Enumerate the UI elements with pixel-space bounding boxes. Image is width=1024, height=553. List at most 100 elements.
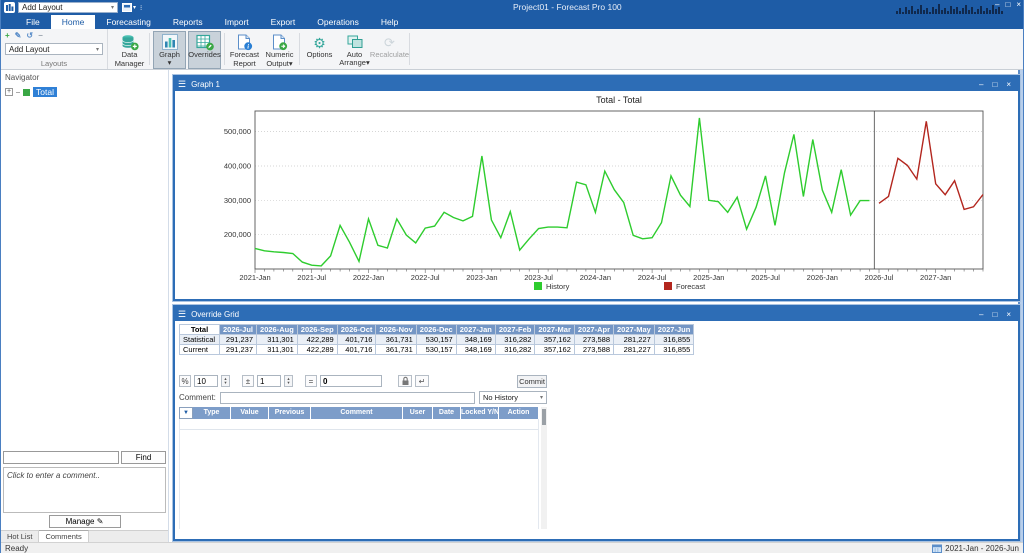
tree-expand-icon[interactable]: + [5, 88, 13, 96]
ribbon-button-auto-arrange[interactable]: Auto Arrange▾ [338, 31, 371, 69]
forecast-table-corner: Total [179, 324, 220, 335]
manage-button[interactable]: Manage ✎ [48, 515, 121, 528]
override-comment-input[interactable] [219, 391, 475, 404]
log-column-action[interactable]: Action [499, 407, 539, 419]
forecast-cell[interactable]: 348,169 [455, 344, 496, 355]
svg-text:2025-Jul: 2025-Jul [751, 273, 780, 282]
menu-tab-reports[interactable]: Reports [172, 17, 203, 27]
find-input[interactable] [3, 451, 119, 464]
add-layout-icon[interactable]: + [5, 31, 10, 40]
forecast-cell[interactable]: 401,716 [336, 344, 377, 355]
log-column-type[interactable]: Type [193, 407, 231, 419]
ribbon-button-numeric-output[interactable]: Numeric Output▾ [263, 31, 296, 69]
forecast-cell[interactable]: 273,588 [573, 344, 615, 355]
forecast-cell[interactable]: 361,731 [375, 344, 417, 355]
percent-input[interactable] [194, 375, 218, 387]
ribbon-button-data-manager[interactable]: Data Manager [113, 31, 146, 69]
menu-tab-import[interactable]: Import [224, 17, 249, 27]
navigator-tab-comments[interactable]: Comments [39, 530, 89, 542]
minimize-button[interactable]: – [995, 0, 1000, 9]
forecast-cell: 361,731 [375, 334, 417, 345]
log-column-previous[interactable]: Previous [269, 407, 311, 419]
ribbon-button-overrides[interactable]: Overrides [188, 31, 221, 69]
forecast-cell[interactable]: 530,157 [415, 344, 457, 355]
window-menu-icon[interactable]: ☰ [178, 308, 187, 319]
forecast-cell[interactable]: 311,301 [256, 344, 298, 355]
equals-input[interactable] [320, 375, 382, 387]
bar-chart-icon [161, 34, 178, 51]
comment-box[interactable]: Click to enter a comment.. [3, 467, 166, 513]
maximize-button[interactable]: □ [992, 309, 998, 319]
ribbon-button-label: Auto Arrange▾ [339, 49, 370, 68]
log-column-user[interactable]: User [403, 407, 433, 419]
chevron-down-icon: ▾ [110, 5, 114, 11]
close-button[interactable]: × [1006, 79, 1011, 89]
log-column-date[interactable]: Date [433, 407, 461, 419]
close-button[interactable]: × [1016, 0, 1021, 9]
log-column-locked-y-n[interactable]: Locked Y/N [461, 407, 499, 419]
log-column-comment[interactable]: Comment [311, 407, 403, 419]
ribbon-button-graph[interactable]: Graph ▾ [153, 31, 186, 69]
forecast-cell[interactable]: 281,227 [613, 344, 655, 355]
svg-text:2023-Jul: 2023-Jul [524, 273, 553, 282]
window-menu-icon[interactable]: ☰ [178, 78, 187, 89]
recalculate-icon: ⟳ [384, 35, 395, 50]
customize-quick-access-button[interactable]: ⁝ [140, 4, 143, 12]
menu-tab-forecasting[interactable]: Forecasting [106, 17, 151, 27]
menu-tab-home[interactable]: Home [50, 15, 96, 29]
plusminus-input[interactable] [257, 375, 281, 387]
log-scrollbar[interactable] [541, 407, 547, 529]
lock-button[interactable] [398, 375, 412, 387]
override-window-title: Override Grid [191, 309, 240, 319]
tree-item-total[interactable]: + Total [5, 87, 164, 97]
svg-text:200,000: 200,000 [224, 230, 251, 239]
tree-item-label[interactable]: Total [33, 87, 57, 97]
forecast-cell: 348,169 [455, 334, 496, 345]
plusminus-stepper[interactable]: ▴ ▾ [284, 375, 293, 387]
ribbon-button-options[interactable]: ⚙ Options [303, 31, 336, 69]
quick-access-layout-combo[interactable]: Add Layout ▾ [18, 2, 118, 13]
forecast-cell[interactable]: 291,237 [218, 344, 258, 355]
undo-icon[interactable]: ↺ [26, 31, 34, 40]
forecast-cell[interactable]: 422,289 [296, 344, 338, 355]
log-column-value[interactable]: Value [231, 407, 269, 419]
maximize-button[interactable]: □ [992, 79, 998, 89]
comment-label: Comment: [179, 393, 216, 402]
forecast-table-month-header: 2027-May [613, 324, 655, 335]
layout-combo[interactable]: Add Layout ▾ [5, 43, 103, 55]
override-log-header: ▼ Type Value Previous Comment User Date Locked … [179, 407, 539, 419]
forecast-table-month-header: 2026-Sep [296, 324, 338, 335]
forecast-cell: 291,237 [218, 334, 258, 345]
menu-tab-file[interactable]: File [26, 17, 40, 27]
forecast-cell[interactable]: 316,282 [494, 344, 536, 355]
ribbon-button-forecast-report[interactable]: i Forecast Report [228, 31, 261, 69]
menu-tab-operations[interactable]: Operations [317, 17, 359, 27]
forecast-cell: 357,162 [534, 334, 575, 345]
edit-layout-icon[interactable]: ✎ [14, 31, 22, 40]
calendar-icon [932, 544, 943, 553]
filter-button[interactable]: ▼ [179, 407, 193, 419]
svg-text:2025-Jan: 2025-Jan [693, 273, 724, 282]
minimize-button[interactable]: – [979, 79, 984, 89]
remove-layout-icon[interactable]: − [38, 31, 43, 40]
ribbon-button-recalculate: ⟳ Recalculate [370, 31, 409, 69]
override-log-body [179, 419, 539, 529]
forecast-table: Total 2026-Jul 2026-Aug 2026-Sep 2026-Oct 202… [179, 324, 695, 355]
forecast-cell[interactable]: 357,162 [534, 344, 575, 355]
menu-tab-help[interactable]: Help [380, 17, 399, 27]
history-dropdown[interactable]: No History ▾ [479, 391, 547, 404]
navigator-tab-hot-list[interactable]: Hot List [1, 531, 40, 542]
forecast-cell[interactable]: 316,855 [653, 344, 695, 355]
menu-tab-export[interactable]: Export [270, 17, 296, 27]
forecast-table-month-header: 2026-Jul [218, 324, 258, 335]
find-button[interactable]: Find [121, 451, 166, 464]
maximize-button[interactable]: □ [1005, 0, 1011, 9]
log-scrollbar-thumb[interactable] [542, 409, 546, 425]
close-button[interactable]: × [1006, 309, 1011, 319]
apply-override-button[interactable]: ↵ [415, 375, 429, 387]
save-layout-button[interactable]: ▾ [122, 3, 136, 12]
navigator-tree: + Total [1, 84, 168, 449]
commit-button[interactable]: Commit [517, 374, 547, 388]
percent-stepper[interactable]: ▴ ▾ [221, 375, 230, 387]
minimize-button[interactable]: – [979, 309, 984, 319]
